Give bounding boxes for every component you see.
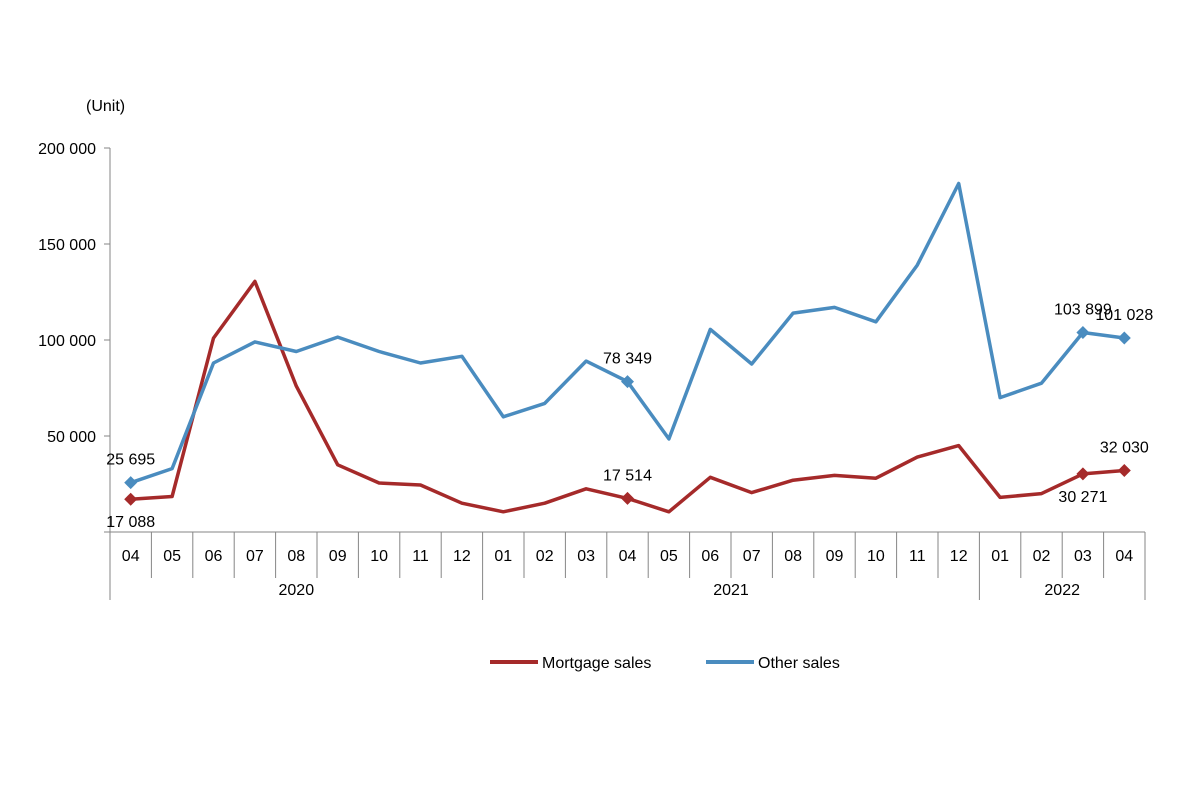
x-tick-label: 08 [784,548,802,565]
x-tick-label: 04 [122,548,140,565]
y-tick-label: 50 000 [47,429,96,446]
unit-label: (Unit) [86,98,125,115]
x-tick-label: 01 [494,548,512,565]
y-tick-labels: 50 000 100 000 150 000 200 000 [38,141,96,446]
data-labels: 17 088 17 514 30 271 32 030 25 695 78 349 103 … [106,302,1153,532]
data-label: 17 088 [106,514,155,531]
x-tick-label: 02 [536,548,554,565]
x-tick-label: 05 [660,548,678,565]
x-tick-label: 12 [453,548,471,565]
y-tick-label: 150 000 [38,237,96,254]
data-point-marker [1117,464,1131,478]
x-tick-label: 09 [826,548,844,565]
year-label: 2021 [713,582,749,599]
x-tick-label: 11 [909,548,926,565]
x-tick-label: 06 [701,548,719,565]
x-tick-label: 12 [950,548,968,565]
data-label: 25 695 [106,452,155,469]
data-label: 78 349 [603,351,652,368]
x-tick-label: 03 [1074,548,1092,565]
y-tick-label: 100 000 [38,333,96,350]
data-label: 17 514 [603,467,652,484]
legend-label: Other sales [758,655,840,672]
series-group [124,181,1131,514]
x-tick-label: 04 [619,548,637,565]
legend: Mortgage sales Other sales [490,655,840,672]
x-tick-label: 09 [329,548,347,565]
x-tick-label: 05 [163,548,181,565]
data-point-marker [1076,467,1090,481]
x-tick-label: 04 [1115,548,1133,565]
data-label: 101 028 [1095,307,1153,324]
data-point-marker [621,375,634,389]
x-tick-label: 10 [370,548,388,565]
year-label: 2020 [279,582,315,599]
series-line [128,181,1127,485]
data-point-marker [124,476,138,490]
x-tick-label: 07 [743,548,761,565]
data-point-marker [1076,326,1090,340]
data-point-marker [124,492,138,506]
data-point-marker [1117,331,1131,345]
data-label: 103 899 [1054,302,1112,319]
x-tick-label: 10 [867,548,885,565]
data-label: 30 271 [1058,489,1107,506]
legend-label: Mortgage sales [542,655,651,672]
x-tick-label: 01 [991,548,1009,565]
data-label: 32 030 [1100,440,1149,457]
axes [104,147,1146,600]
data-point-marker [621,491,634,505]
x-tick-label: 07 [246,548,264,565]
x-tick-label: 08 [287,548,305,565]
x-tick-label: 06 [205,548,223,565]
x-tick-labels: 04 05 06 07 08 09 10 11 12 01 02 03 04 05 06 07 08 09 10 11… [122,548,1133,599]
y-tick-label: 200 000 [38,141,96,158]
x-tick-label: 11 [412,548,429,565]
year-label: 2022 [1044,582,1080,599]
x-tick-label: 02 [1033,548,1051,565]
x-tick-label: 03 [577,548,595,565]
